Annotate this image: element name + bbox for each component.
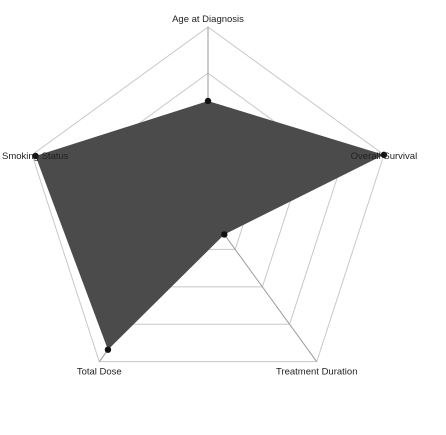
- axis-label-2: Treatment Duration: [276, 367, 358, 378]
- data-point-3: [104, 346, 112, 353]
- axis-labels: Age at Diagnosis Overall Survival Treatmen…: [2, 14, 417, 378]
- axis-label-3: Total Dose: [77, 367, 122, 378]
- data-point-0: [204, 97, 212, 105]
- data-point-2: [221, 231, 228, 238]
- grid-ring-4: [31, 26, 385, 363]
- axis-label-0: Age at Diagnosis: [172, 14, 244, 25]
- axis-label-4: Smoking Status: [2, 151, 69, 162]
- data-points: [32, 97, 388, 353]
- data-point-1: [380, 151, 388, 159]
- axis-label-1: Overall Survival: [351, 151, 418, 162]
- data-point-4: [32, 152, 39, 160]
- series-area-layer: [35, 101, 384, 350]
- series-area-0: [35, 101, 384, 350]
